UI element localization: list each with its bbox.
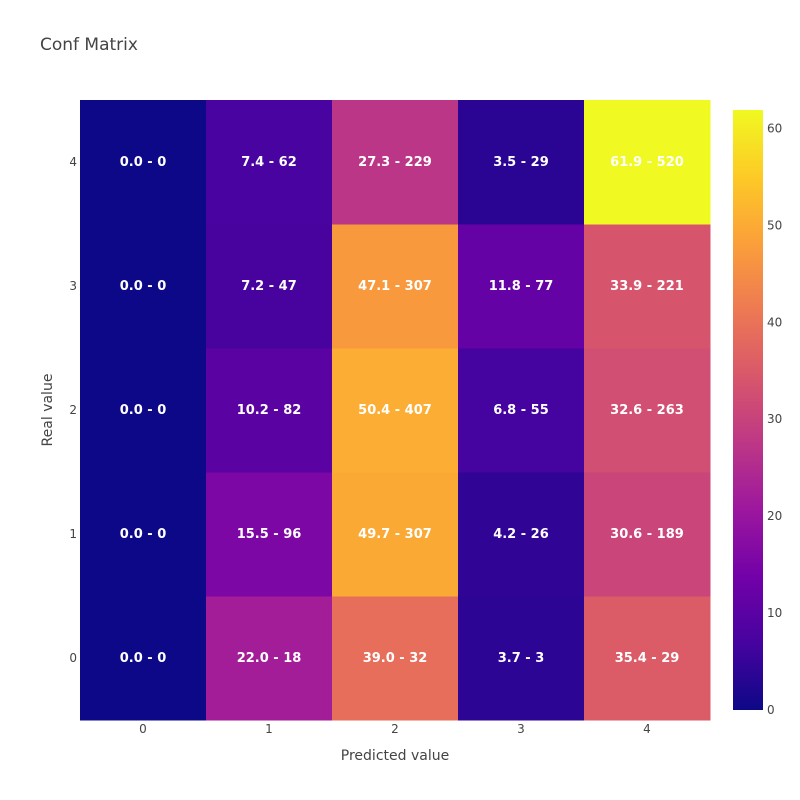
heatmap-cells: [80, 100, 711, 721]
heatmap-cell: [332, 472, 459, 597]
x-tick-label: 3: [517, 722, 525, 736]
y-tick-label: 0: [69, 651, 77, 665]
heatmap-cell: [80, 348, 207, 473]
x-tick-label: 1: [265, 722, 273, 736]
cell-label: 39.0 - 32: [363, 651, 428, 666]
cell-label: 0.0 - 0: [120, 527, 167, 542]
heatmap-cell: [584, 348, 711, 473]
heatmap-cell: [206, 472, 333, 597]
heatmap-cell: [458, 596, 585, 721]
cell-label: 11.8 - 77: [489, 279, 554, 294]
heatmap-cell: [206, 348, 333, 473]
heatmap-cell: [458, 348, 585, 473]
colorbar-tick-label: 10: [767, 606, 782, 620]
cell-label: 3.5 - 29: [493, 155, 549, 170]
cell-label: 49.7 - 307: [358, 527, 432, 542]
chart-title: Conf Matrix: [40, 35, 138, 55]
cell-label: 33.9 - 221: [610, 279, 684, 294]
cell-label: 22.0 - 18: [237, 651, 302, 666]
x-axis-title: Predicted value: [341, 748, 449, 764]
cell-label: 32.6 - 263: [610, 403, 684, 418]
heatmap-cell: [80, 596, 207, 721]
heatmap-cell: [332, 224, 459, 349]
colorbar-tick-label: 20: [767, 509, 782, 523]
colorbar-tick-label: 50: [767, 218, 782, 232]
cell-label: 47.1 - 307: [358, 279, 432, 294]
y-axis-title: Real value: [40, 374, 56, 447]
y-tick-label: 3: [69, 279, 77, 293]
heatmap-cell: [458, 224, 585, 349]
heatmap-cell: [584, 472, 711, 597]
x-tick-label: 0: [139, 722, 147, 736]
cell-label: 61.9 - 520: [610, 155, 684, 170]
heatmap-cell: [458, 100, 585, 225]
heatmap-cell: [206, 224, 333, 349]
cell-label: 35.4 - 29: [615, 651, 680, 666]
cell-label: 0.0 - 0: [120, 155, 167, 170]
heatmap-cell: [458, 472, 585, 597]
colorbar: [733, 110, 763, 710]
heatmap-cell: [80, 224, 207, 349]
cell-label: 7.4 - 62: [241, 155, 297, 170]
cell-label: 15.5 - 96: [237, 527, 302, 542]
y-tick-label: 1: [69, 527, 77, 541]
cell-label: 10.2 - 82: [237, 403, 302, 418]
heatmap-cell: [206, 100, 333, 225]
colorbar-tick-label: 40: [767, 315, 782, 329]
colorbar-ticks: 0 10 20 30 40 50 60: [767, 121, 782, 717]
heatmap-cell: [332, 348, 459, 473]
cell-label: 0.0 - 0: [120, 279, 167, 294]
heatmap-cell: [80, 472, 207, 597]
heatmap-cell: [80, 100, 207, 225]
colorbar-tick-label: 30: [767, 412, 782, 426]
heatmap-cell: [584, 100, 711, 225]
cell-label: 50.4 - 407: [358, 403, 432, 418]
colorbar-tick-label: 60: [767, 121, 782, 135]
x-tick-label: 4: [643, 722, 651, 736]
heatmap-cell: [332, 596, 459, 721]
cell-label: 0.0 - 0: [120, 403, 167, 418]
heatmap-cell: [206, 596, 333, 721]
cell-label: 6.8 - 55: [493, 403, 549, 418]
cell-label: 30.6 - 189: [610, 527, 684, 542]
y-tick-label: 4: [69, 155, 77, 169]
x-axis-ticks: 0 1 2 3 4: [139, 722, 651, 736]
cell-label: 0.0 - 0: [120, 651, 167, 666]
heatmap-cell: [584, 224, 711, 349]
heatmap-cell-labels: 0.0 - 0 22.0 - 18 39.0 - 32 3.7 - 3 35.4 - 2…: [120, 155, 684, 666]
heatmap-cell: [584, 596, 711, 721]
cell-label: 27.3 - 229: [358, 155, 432, 170]
colorbar-tick-label: 0: [767, 703, 775, 717]
cell-label: 3.7 - 3: [498, 651, 545, 666]
x-tick-label: 2: [391, 722, 399, 736]
cell-label: 7.2 - 47: [241, 279, 297, 294]
y-axis-ticks: 0 1 2 3 4: [69, 155, 77, 665]
cell-label: 4.2 - 26: [493, 527, 549, 542]
heatmap-cell: [332, 100, 459, 225]
y-tick-label: 2: [69, 403, 77, 417]
